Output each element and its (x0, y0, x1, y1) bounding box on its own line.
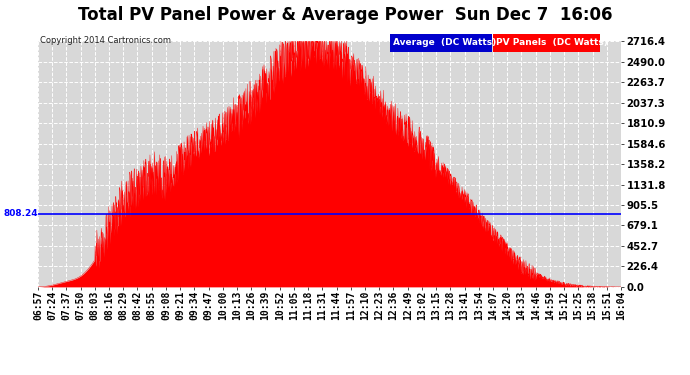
Text: Copyright 2014 Cartronics.com: Copyright 2014 Cartronics.com (40, 36, 171, 45)
Text: Total PV Panel Power & Average Power  Sun Dec 7  16:06: Total PV Panel Power & Average Power Sun… (78, 6, 612, 24)
Text: 808.24: 808.24 (3, 209, 38, 218)
Text: PV Panels  (DC Watts): PV Panels (DC Watts) (496, 38, 608, 47)
Text: Average  (DC Watts): Average (DC Watts) (393, 38, 496, 47)
